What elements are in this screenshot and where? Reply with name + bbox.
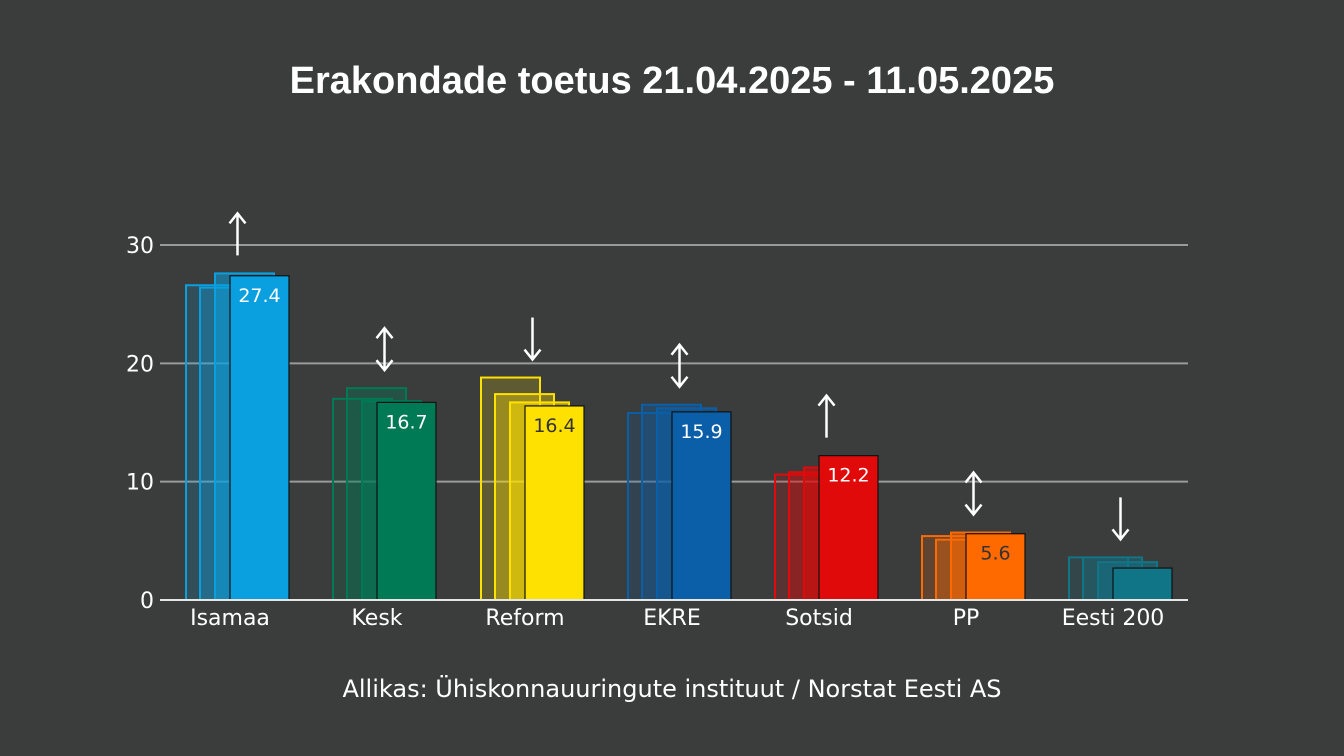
bar-current [524,405,585,601]
source-note: Allikas: Ühiskonnauuringute instituut / … [342,675,1002,703]
trend-arrow-up-icon [228,211,247,225]
category-label: EKRE [643,606,701,631]
y-tick-label: 10 [126,471,154,496]
y-tick-label: 20 [126,352,154,377]
y-tick-label: 0 [140,589,154,614]
trend-arrow-up-icon [964,470,983,484]
category-label: Isamaa [190,606,270,631]
bar-current [671,411,732,601]
y-tick-label: 30 [126,234,154,259]
data-label: 5.6 [980,543,1010,565]
trend-arrow-down-icon [375,359,394,373]
chart-title: Erakondade toetus 21.04.2025 - 11.05.202… [289,60,1055,102]
category-label: Kesk [351,606,402,631]
category-label: PP [953,606,980,631]
category-label: Eesti 200 [1062,606,1165,631]
category-label: Reform [485,606,564,631]
trend-arrow-down-icon [964,503,983,517]
trend-arrow-down-icon [670,375,689,389]
data-label: 16.4 [533,415,575,437]
data-label: 12.2 [827,465,869,487]
trend-arrow-down-icon [523,348,542,362]
bar-current [818,455,879,601]
trend-arrow-down-icon [1111,528,1130,542]
category-label: Sotsid [785,606,853,631]
data-label: 15.9 [680,421,722,443]
trend-arrow-up-icon [817,393,836,407]
bar-current [1112,567,1173,601]
bar-current [965,533,1026,601]
data-label: 27.4 [238,285,280,307]
data-label: 16.7 [385,411,427,433]
trend-arrow-up-icon [670,342,689,356]
bar-current [376,401,437,601]
bar-current [229,275,290,601]
trend-arrow-up-icon [375,326,394,339]
